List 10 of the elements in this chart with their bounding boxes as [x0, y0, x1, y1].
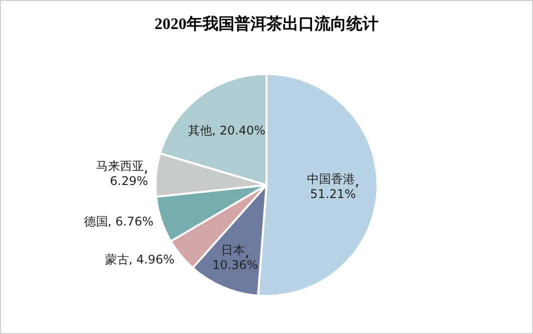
slice-label: 其他, 20.40% [188, 124, 266, 138]
data-label: 51.21% [310, 187, 356, 202]
slice-label: 中国香港 [307, 172, 356, 186]
slice-label: 日本 [221, 243, 246, 258]
slice-label: 马来西亚 [96, 158, 144, 173]
data-label: 10.36% [212, 258, 258, 272]
data-label: 6.29% [110, 174, 148, 188]
slice-label: 德国, 6.76% [84, 214, 154, 228]
chart-title: 2020年我国普洱茶出口流向统计 [154, 14, 378, 34]
slice-label: 蒙古, 4.96% [104, 252, 175, 267]
